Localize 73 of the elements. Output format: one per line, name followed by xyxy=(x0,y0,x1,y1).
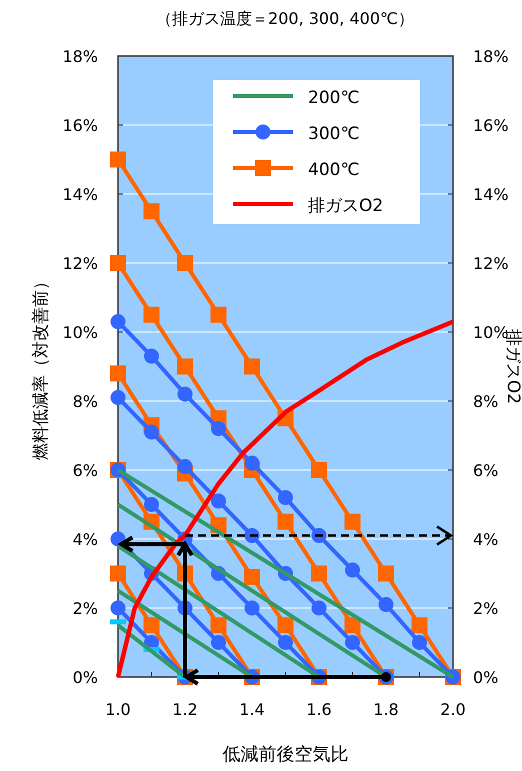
point xyxy=(144,497,159,512)
point xyxy=(311,462,327,478)
point xyxy=(178,459,192,474)
y-tick-label: 8% xyxy=(72,392,98,411)
point xyxy=(211,494,226,509)
point xyxy=(210,306,226,323)
y-tick-label: 2% xyxy=(72,599,98,618)
point xyxy=(345,635,360,650)
x-tick-label: 1.2 xyxy=(172,700,198,719)
point xyxy=(244,600,260,616)
point xyxy=(110,365,126,382)
y2-tick-label: 8% xyxy=(473,392,498,411)
x-axis-title: 低減前後空気比 xyxy=(222,744,348,765)
point xyxy=(110,314,126,330)
point xyxy=(244,456,260,471)
y-tick-label: 12% xyxy=(62,254,98,273)
point xyxy=(412,617,428,634)
point xyxy=(177,358,193,374)
point xyxy=(378,597,394,612)
point xyxy=(144,617,160,634)
point xyxy=(110,255,126,271)
point xyxy=(110,390,126,406)
y2-tick-label: 18% xyxy=(473,47,509,66)
y2-tick-label: 16% xyxy=(473,116,509,135)
point xyxy=(278,617,294,634)
point xyxy=(311,566,327,582)
point xyxy=(210,617,226,634)
point xyxy=(278,514,294,530)
y2-tick-label: 2% xyxy=(473,599,498,618)
point xyxy=(178,386,192,402)
y2-tick-label: 4% xyxy=(473,530,498,549)
point xyxy=(344,617,360,634)
point xyxy=(144,203,160,220)
point xyxy=(278,635,293,650)
x-tick-label: 1.4 xyxy=(239,700,265,719)
point xyxy=(110,600,126,616)
point xyxy=(244,358,260,374)
point xyxy=(412,635,427,650)
point xyxy=(144,306,160,323)
y2-tick-label: 14% xyxy=(473,185,509,204)
x-tick-label: 2.0 xyxy=(440,700,466,719)
chart-title: （排ガス温度＝200, 300, 400℃） xyxy=(156,9,414,28)
x-tick-label: 1.6 xyxy=(306,700,332,719)
x-tick-label: 1.8 xyxy=(373,700,399,719)
y-tick-label: 10% xyxy=(62,323,98,342)
point xyxy=(211,635,226,650)
legend-label: 200℃ xyxy=(308,88,360,108)
y-tick-label: 14% xyxy=(62,185,98,204)
y2-tick-label: 0% xyxy=(473,668,498,687)
point xyxy=(344,514,360,530)
point xyxy=(144,348,159,364)
y-tick-label: 16% xyxy=(62,116,98,135)
point xyxy=(211,421,226,436)
point xyxy=(110,152,126,168)
point xyxy=(177,255,193,271)
y-tick-label: 6% xyxy=(72,461,98,480)
y2-tick-label: 6% xyxy=(473,461,498,480)
y-tick-label: 0% xyxy=(72,668,98,687)
legend-label: 排ガスO2 xyxy=(308,196,384,216)
point xyxy=(312,600,326,616)
point xyxy=(345,562,360,578)
point xyxy=(244,568,260,585)
y2-tick-label: 12% xyxy=(473,254,509,273)
y-axis-title: 燃料低減率（対改善前） xyxy=(31,273,51,460)
y-tick-label: 4% xyxy=(72,530,98,549)
y-tick-label: 18% xyxy=(62,47,98,66)
point xyxy=(110,566,126,582)
point xyxy=(378,566,394,582)
x-tick-label: 1.0 xyxy=(105,700,131,719)
point xyxy=(144,424,159,440)
legend-label: 300℃ xyxy=(308,124,360,144)
point xyxy=(278,490,293,506)
legend-label: 400℃ xyxy=(308,160,360,180)
